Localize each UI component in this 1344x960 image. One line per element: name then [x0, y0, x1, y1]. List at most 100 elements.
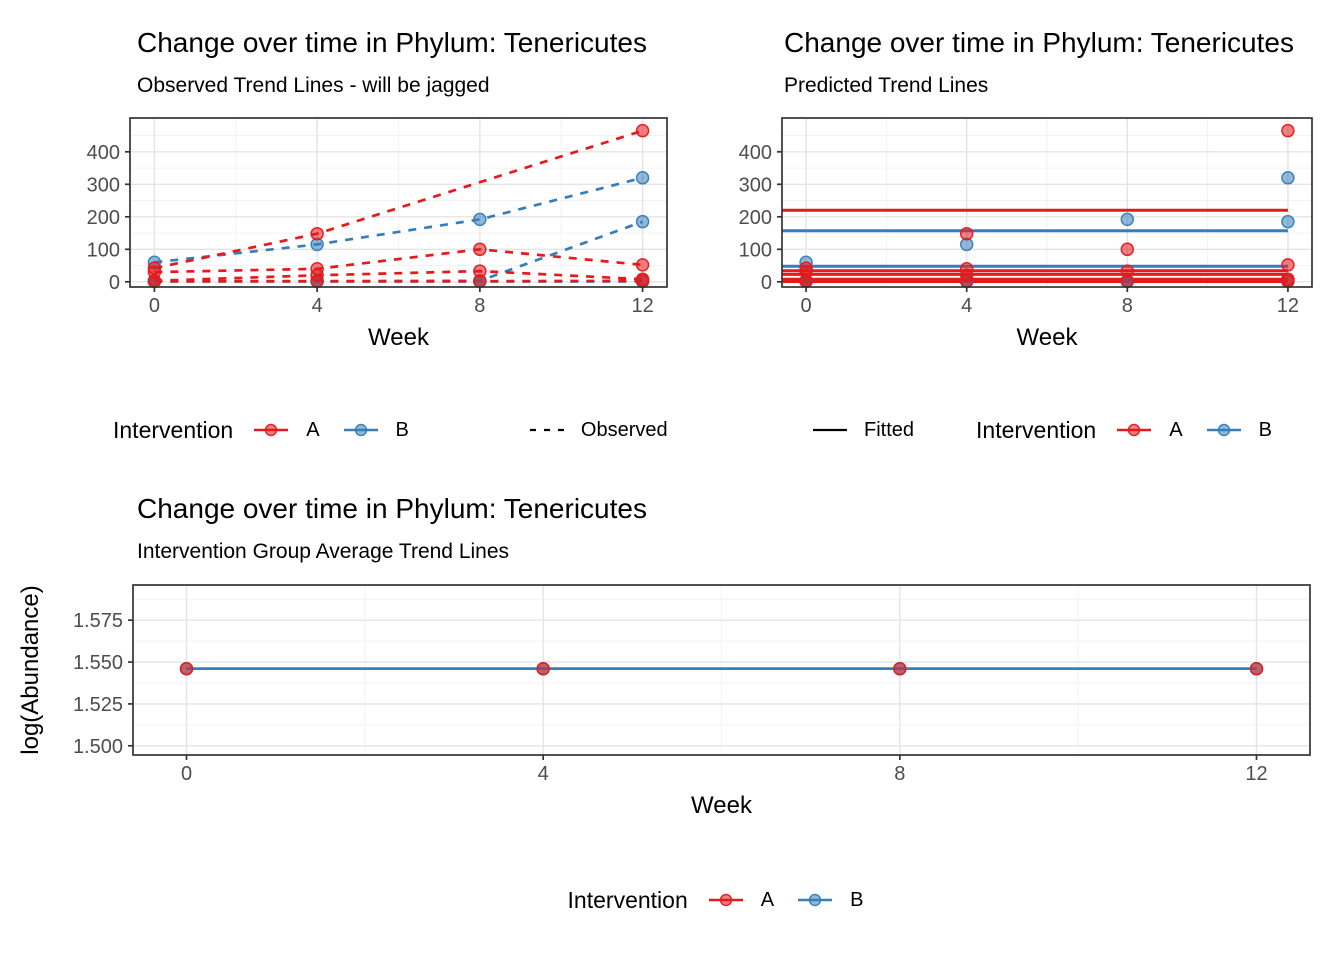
x-tick-label: 4 [312, 295, 323, 317]
x-axis-title: Week [1017, 324, 1079, 351]
legend-item-a: A [252, 418, 320, 442]
legend-key-a-icon [1117, 423, 1152, 437]
legend-label-b: B [1258, 418, 1272, 441]
legend-item-fitted: Fitted [812, 419, 914, 442]
data-point-a [1281, 274, 1295, 288]
y-tick-label: 300 [739, 174, 772, 196]
data-point-b [1281, 171, 1295, 185]
trend-line-subject-A2 [154, 247, 643, 274]
legend-title: Intervention [976, 416, 1097, 443]
x-axis-title: Week [368, 324, 430, 351]
y-tick-label: 1.525 [73, 694, 123, 716]
plot-subtitle: Predicted Trend Lines [784, 74, 989, 97]
legend-label-b: B [850, 888, 864, 911]
data-point-a [1281, 123, 1295, 138]
data-point-a [799, 274, 813, 288]
observed-plot-panel: 0 4 8 12 0 100 200 300 400 Week [87, 117, 668, 351]
data-point-a [536, 661, 550, 676]
group-average-subplot: Change over time in Phylum: Tenericutes … [0, 478, 1344, 960]
legend-item-a: A [707, 889, 774, 912]
y-tick-label: 200 [87, 207, 120, 229]
observed-trend-subplot: Change over time in Phylum: Tenericutes … [0, 0, 672, 472]
legend-label-b: B [395, 418, 409, 441]
data-point-b [635, 214, 650, 229]
data-point-b [473, 212, 487, 227]
predicted-plot-panel: 0 4 8 12 0 100 200 300 400 Week [739, 117, 1313, 351]
data-point-a [473, 274, 487, 288]
trend-line-subject-B1 [154, 176, 643, 264]
data-point-b [635, 171, 650, 185]
y-tick-label: 200 [739, 207, 772, 229]
data-point-a [179, 661, 194, 676]
x-tick-label: 8 [474, 295, 485, 317]
y-tick-label: 300 [87, 174, 120, 196]
data-point-a [893, 661, 907, 676]
x-tick-label: 0 [181, 763, 192, 785]
x-tick-label: 8 [1122, 295, 1133, 317]
y-tick-label: 1.500 [73, 736, 123, 758]
legend-observed: Intervention A B Observed [0, 406, 672, 454]
data-point-a [635, 123, 650, 138]
data-point-a [1281, 258, 1295, 272]
legend-title: Intervention [113, 416, 234, 443]
legend-title: Intervention [567, 886, 688, 913]
legend-item-observed: Observed [529, 419, 668, 442]
data-point-b [1281, 214, 1295, 229]
data-point-a [147, 274, 162, 288]
x-tick-label: 12 [1245, 763, 1267, 785]
plot-subtitle: Observed Trend Lines - will be jagged [137, 74, 490, 97]
data-point-a [1120, 274, 1135, 288]
y-tick-label: 400 [739, 142, 772, 164]
legend-label-observed: Observed [580, 418, 668, 441]
legend-key-a-icon [254, 423, 289, 437]
data-point-a [959, 274, 974, 288]
y-tick-label: 400 [87, 142, 120, 164]
legend-label-fitted: Fitted [864, 418, 915, 441]
data-point-a [959, 226, 974, 241]
legend-item-b: B [342, 419, 409, 442]
x-tick-label: 12 [631, 295, 653, 317]
y-axis-title: log(Abundance) [17, 585, 44, 754]
y-tick-label: 0 [761, 272, 772, 294]
legend-item-a: A [1115, 418, 1183, 442]
x-tick-label: 12 [1277, 295, 1299, 317]
data-point-b [1120, 212, 1135, 227]
y-tick-label: 100 [87, 239, 120, 261]
legend-label-a: A [306, 418, 320, 441]
data-point-a [310, 226, 324, 241]
legend-label-a: A [760, 888, 775, 911]
x-tick-label: 0 [801, 295, 812, 317]
y-tick-label: 100 [739, 239, 772, 261]
data-point-a [473, 242, 487, 257]
plot-title: Change over time in Phylum: Tenericutes [137, 27, 647, 58]
panel-border [781, 117, 1313, 288]
x-axis-title: Week [691, 792, 753, 819]
predicted-trend-subplot: Change over time in Phylum: Tenericutes … [672, 0, 1344, 472]
legend-label-a: A [1169, 418, 1183, 441]
legend-fitted: Fitted Intervention A B [672, 406, 1344, 454]
plot-subtitle: Intervention Group Average Trend Lines [137, 540, 510, 563]
x-tick-label: 4 [961, 295, 972, 317]
legend-key-b-icon [1206, 423, 1241, 437]
plot-title: Change over time in Phylum: Tenericutes [784, 27, 1294, 58]
data-point-a [1249, 661, 1264, 676]
x-tick-label: 4 [538, 763, 549, 785]
trend-line-subject-A3 [154, 269, 643, 283]
y-tick-label: 1.575 [73, 610, 123, 632]
data-point-a [635, 274, 650, 288]
data-point-a [1120, 242, 1135, 257]
panel-border [129, 117, 668, 288]
legend-key-observed-icon [529, 428, 564, 432]
data-point-a [310, 274, 324, 288]
average-plot-panel: 0 4 8 12 1.500 1.525 1.550 1.575 Week log(Abundan… [17, 584, 1311, 819]
legend-item-b: B [1205, 419, 1272, 442]
legend-average: Intervention A B [0, 876, 1344, 924]
legend-key-a-icon [708, 893, 743, 907]
legend-key-b-icon [343, 423, 378, 437]
legend-key-b-icon [798, 893, 833, 907]
x-tick-label: 0 [149, 295, 160, 317]
legend-item-b: B [796, 889, 863, 912]
y-tick-label: 1.550 [73, 652, 123, 674]
legend-key-fitted-icon [813, 428, 847, 432]
